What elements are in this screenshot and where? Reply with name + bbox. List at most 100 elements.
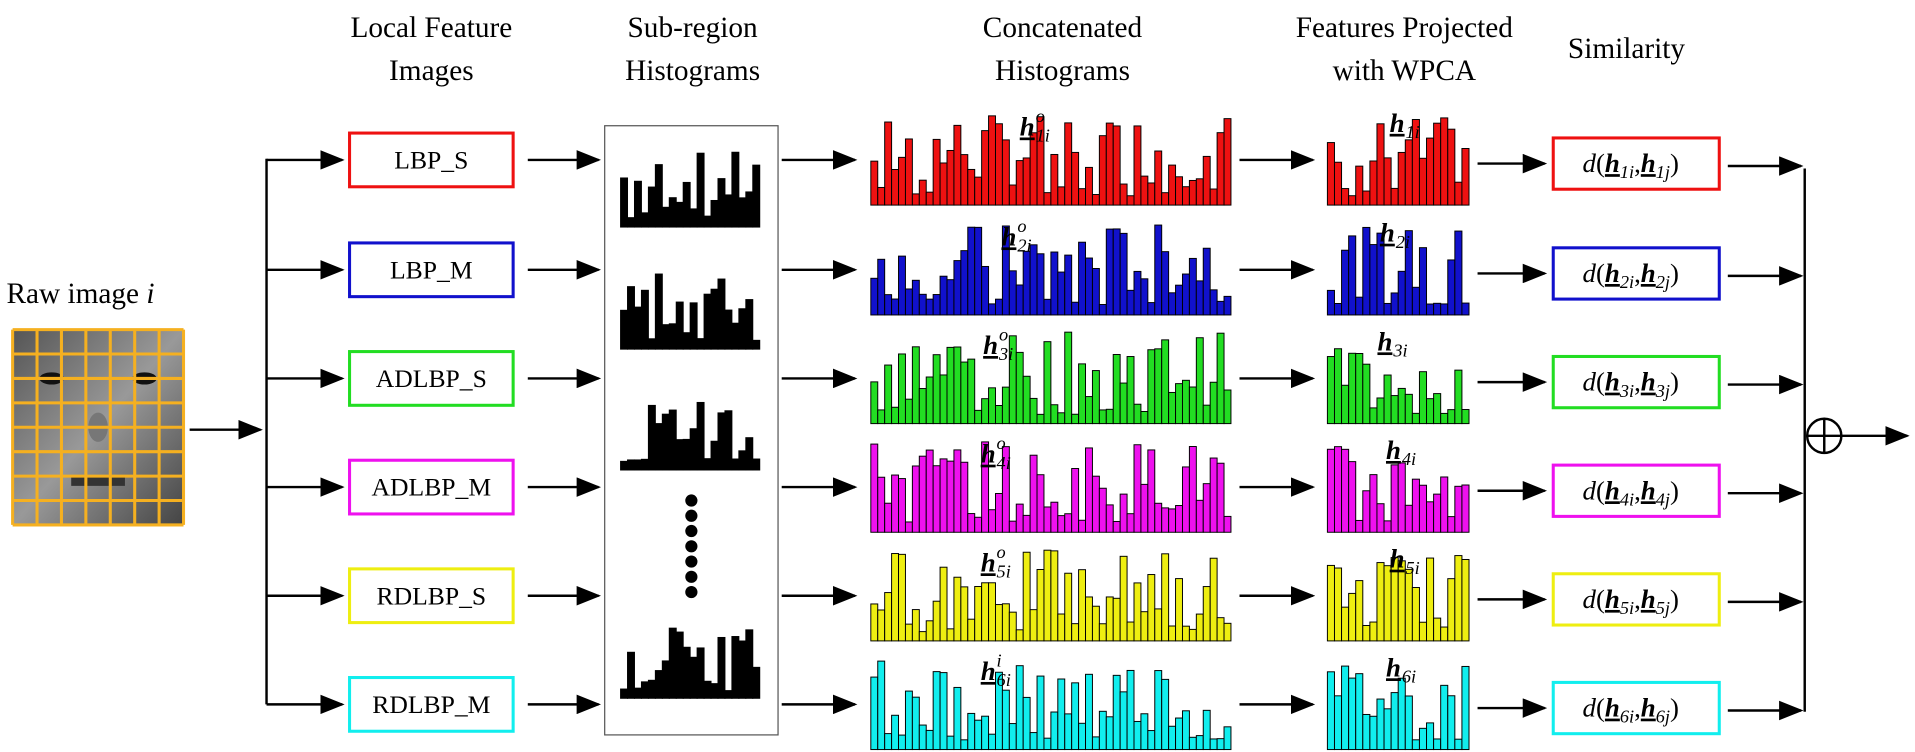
hist-bar: [1071, 151, 1080, 206]
similarity-expr: d(h1i,h1j): [1583, 148, 1679, 182]
vector-symbol: h: [981, 547, 996, 577]
hist-bar: [953, 449, 962, 533]
hist-bar: [738, 197, 747, 228]
hist-bar: [1043, 506, 1052, 533]
hist-bar: [1029, 609, 1038, 642]
hist-bar: [1195, 499, 1204, 533]
histogram: [870, 549, 1232, 642]
hist-bar: [661, 324, 670, 350]
hist-bar: [1085, 447, 1093, 533]
vector-symbol: h: [1377, 326, 1392, 356]
hist-bar: [1326, 448, 1335, 533]
hist-bar: [1216, 462, 1225, 533]
hist-bar: [918, 724, 927, 751]
hist-bar: [1326, 356, 1335, 425]
hist-bar: [717, 278, 726, 350]
hist-bar: [633, 687, 642, 699]
hist-bar: [1071, 682, 1080, 751]
hist-bar: [1105, 596, 1114, 642]
hist-bar: [939, 458, 948, 533]
hist-bar: [911, 609, 920, 642]
hist-bar: [1001, 386, 1010, 425]
hist-bar: [752, 339, 761, 350]
hist-bar: [904, 690, 913, 751]
expr-part: 6i: [1620, 707, 1634, 727]
similarity-box: [1551, 136, 1721, 191]
hist-bar: [967, 712, 976, 751]
hist-bar: [877, 258, 886, 316]
hist-bar: [1091, 475, 1100, 533]
column-header: Sub-region: [628, 12, 758, 44]
hist-bar: [1188, 179, 1197, 206]
hist-bar: [884, 121, 893, 206]
hist-bar: [1071, 623, 1080, 642]
hist-bar: [647, 186, 656, 228]
expr-part: 4j: [1656, 489, 1670, 509]
expr-part: d: [1583, 584, 1597, 614]
hist-bar: [1085, 596, 1093, 642]
hist-bar: [1454, 369, 1463, 425]
vector-symbol: h: [1380, 218, 1395, 248]
hist-bar: [1175, 505, 1183, 533]
hist-bar: [1008, 520, 1017, 533]
hist-bar: [1383, 565, 1392, 642]
hist-bar: [1161, 553, 1170, 642]
hist-bar: [1397, 270, 1406, 316]
hist-bar: [1362, 190, 1371, 206]
hist-bar: [1181, 710, 1190, 751]
hist-bar: [1404, 504, 1413, 533]
hist-bar: [884, 294, 893, 316]
hist-bar: [1015, 284, 1024, 316]
hist-bar: [1202, 709, 1211, 751]
expr-part: d: [1583, 258, 1597, 288]
hist-bar: [1154, 502, 1163, 533]
hist-bar: [1447, 259, 1456, 316]
hist-bar: [1383, 520, 1392, 533]
hist-bar: [1001, 603, 1010, 642]
similarity-expr: d(h2i,h2j): [1583, 258, 1679, 292]
hist-bar: [1333, 348, 1343, 425]
hist-bar: [738, 450, 747, 471]
histogram: [620, 273, 761, 350]
hist-bar: [1333, 567, 1343, 642]
subscript: 2i: [1017, 235, 1031, 255]
hist-bar: [1348, 461, 1357, 533]
subscript: 4i: [1402, 449, 1416, 469]
hist-bar: [1461, 558, 1470, 642]
hist-bar: [981, 398, 990, 425]
hist-bar: [1126, 195, 1135, 206]
expr-part: h: [1641, 475, 1656, 505]
hist-bar: [745, 437, 754, 471]
hist-bar: [640, 458, 649, 471]
hist-bar: [1119, 382, 1128, 425]
hist-bar: [1008, 723, 1017, 751]
expr-part: h: [1641, 693, 1656, 723]
hist-bar: [1001, 689, 1010, 751]
hist-bar: [675, 439, 684, 471]
hist-bar: [1447, 128, 1456, 206]
hist-bar: [1126, 669, 1135, 751]
feature-label: RDLBP_M: [372, 690, 490, 719]
hist-bar: [967, 513, 976, 533]
hist-bar: [1091, 268, 1100, 316]
hist-bar: [1418, 247, 1428, 316]
expr-part: 6j: [1656, 707, 1670, 727]
hist-bar: [1119, 183, 1128, 206]
hist-bar: [1126, 356, 1135, 425]
hist-bar: [1355, 580, 1364, 642]
hist-bar: [1440, 476, 1449, 533]
similarity-expr: d(h4i,h4j): [1583, 475, 1679, 509]
hist-bar: [904, 623, 913, 642]
hist-bar: [1078, 569, 1087, 642]
hist-bar: [1154, 608, 1163, 642]
histogram: [870, 115, 1232, 206]
hist-bar: [939, 162, 948, 206]
hist-bar: [1188, 628, 1197, 642]
hist-bar: [1036, 568, 1045, 642]
diagram-root: Raw image i Local Feature Images Sub-regio…: [7, 12, 1910, 751]
hist-bar: [967, 226, 976, 316]
hist-bar: [1326, 564, 1335, 642]
superscript: o: [1036, 106, 1045, 126]
hist-bar: [1418, 484, 1428, 533]
hist-bar: [1411, 587, 1420, 642]
